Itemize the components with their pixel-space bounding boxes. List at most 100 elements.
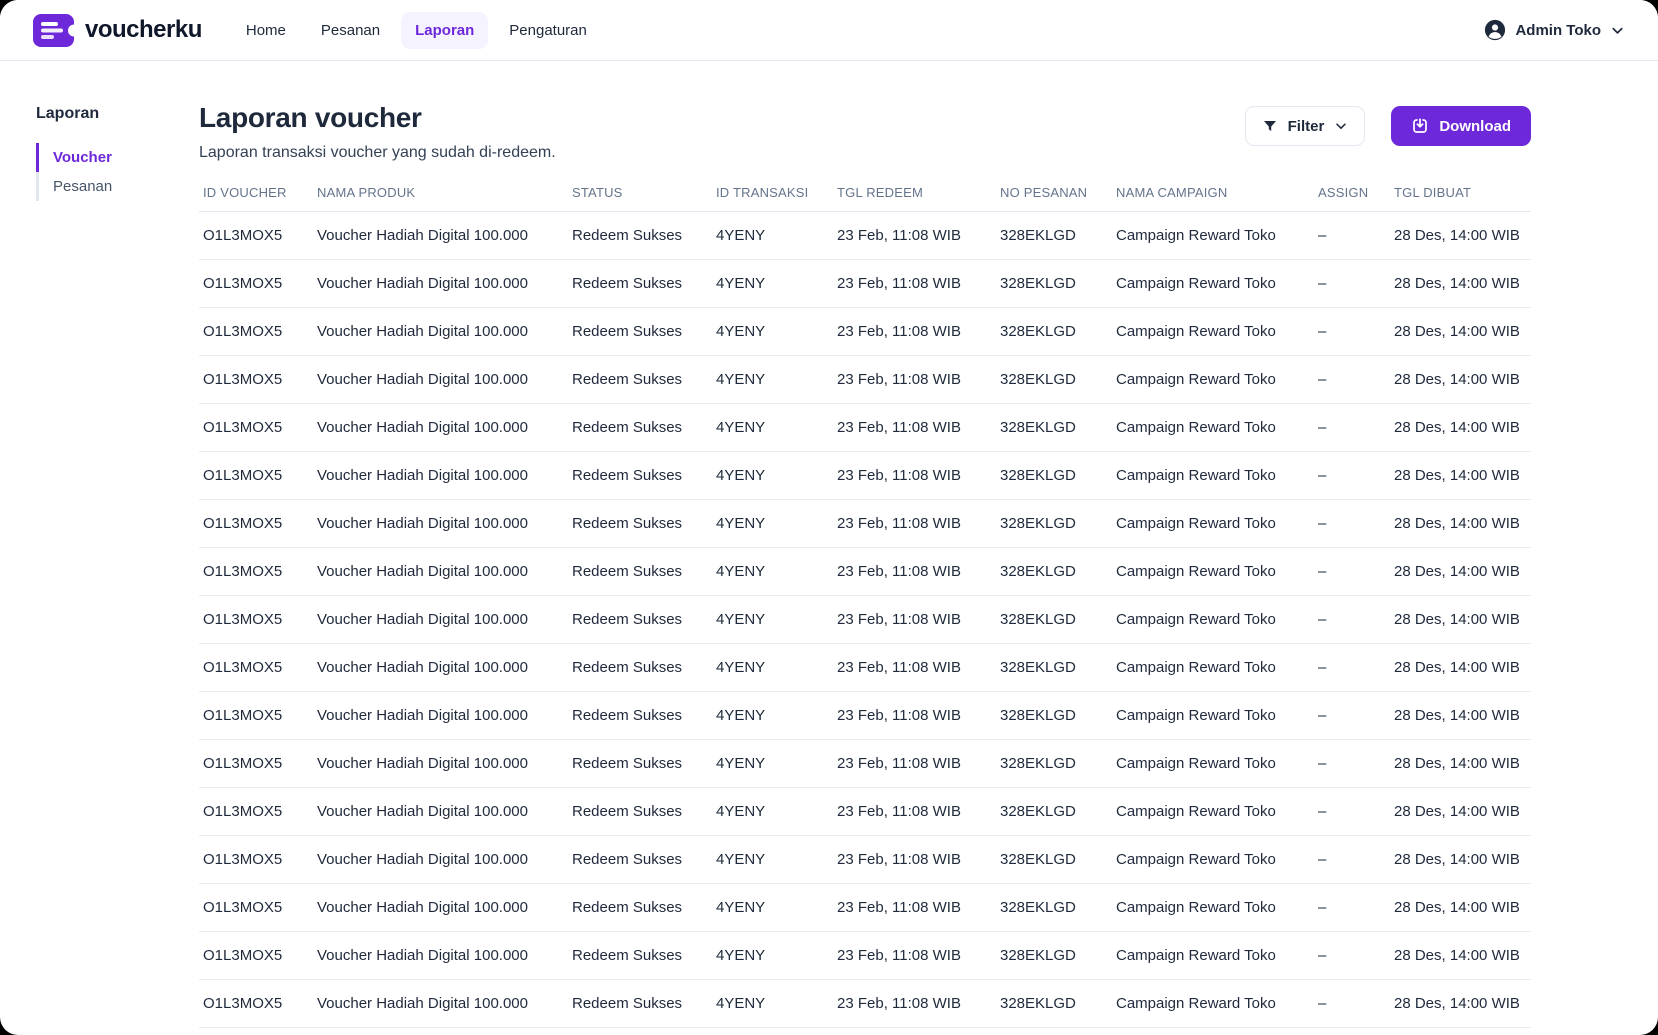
cell-assign: – <box>1318 547 1394 596</box>
main-panel: Laporan voucher Laporan transaksi vouche… <box>199 61 1658 1035</box>
user-name: Admin Toko <box>1515 21 1601 39</box>
cell-nama-campaign: Campaign Reward Toko <box>1116 211 1318 260</box>
cell-id-transaksi: 4YENY <box>716 595 837 644</box>
cell-tgl-dibuat: 28 Des, 14:00 WIB <box>1394 691 1531 740</box>
column-header-id-transaksi: ID TRANSAKSI <box>716 185 837 212</box>
cell-nama-produk: Voucher Hadiah Digital 100.000 <box>317 979 572 1028</box>
cell-no-pesanan: 328EKLGD <box>1000 259 1116 308</box>
cell-no-pesanan: 328EKLGD <box>1000 739 1116 788</box>
column-header-id-voucher: ID VOUCHER <box>199 185 317 212</box>
table-row: O1L3MOX5 Voucher Hadiah Digital 100.000 Re… <box>199 739 1531 788</box>
cell-id-transaksi: 4YENY <box>716 355 837 404</box>
cell-nama-produk: Voucher Hadiah Digital 100.000 <box>317 259 572 308</box>
filter-funnel-icon <box>1262 118 1278 134</box>
cell-status: Redeem Sukses <box>572 643 716 692</box>
cell-nama-produk: Voucher Hadiah Digital 100.000 <box>317 355 572 404</box>
cell-status: Redeem Sukses <box>572 979 716 1028</box>
cell-nama-produk: Voucher Hadiah Digital 100.000 <box>317 211 572 260</box>
nav-item-laporan[interactable]: Laporan <box>401 11 489 49</box>
sidebar-heading: Laporan <box>36 105 100 122</box>
cell-status: Redeem Sukses <box>572 931 716 980</box>
nav-item-pengaturan[interactable]: Pengaturan <box>509 21 587 39</box>
cell-tgl-redeem: 23 Feb, 11:08 WIB <box>837 739 1000 788</box>
cell-status: Redeem Sukses <box>572 787 716 836</box>
cell-no-pesanan: 328EKLGD <box>1000 787 1116 836</box>
page-titles: Laporan voucher Laporan transaksi vouche… <box>199 101 1245 165</box>
cell-tgl-dibuat: 28 Des, 14:00 WIB <box>1394 259 1531 308</box>
brand-name: voucherku <box>85 16 202 43</box>
brand-logo[interactable]: voucherku <box>33 13 202 47</box>
sidebar-item-pesanan[interactable]: Pesanan <box>36 172 199 201</box>
table-header-row: ID VOUCHER NAMA PRODUK STATUS ID TRANSAKSI T… <box>199 185 1531 212</box>
table-row: O1L3MOX5 Voucher Hadiah Digital 100.000 Re… <box>199 403 1531 452</box>
cell-status: Redeem Sukses <box>572 307 716 356</box>
table-row: O1L3MOX5 Voucher Hadiah Digital 100.000 Re… <box>199 211 1531 260</box>
cell-id-transaksi: 4YENY <box>716 499 837 548</box>
cell-nama-campaign: Campaign Reward Toko <box>1116 499 1318 548</box>
cell-assign: – <box>1318 211 1394 260</box>
cell-tgl-redeem: 23 Feb, 11:08 WIB <box>837 835 1000 884</box>
cell-assign: – <box>1318 691 1394 740</box>
cell-nama-campaign: Campaign Reward Toko <box>1116 451 1318 500</box>
cell-id-transaksi: 4YENY <box>716 691 837 740</box>
sidebar-list: Voucher Pesanan <box>36 143 199 201</box>
page-title: Laporan voucher <box>199 102 422 133</box>
cell-no-pesanan: 328EKLGD <box>1000 403 1116 452</box>
cell-tgl-redeem: 23 Feb, 11:08 WIB <box>837 643 1000 692</box>
cell-nama-campaign: Campaign Reward Toko <box>1116 883 1318 932</box>
cell-tgl-redeem: 23 Feb, 11:08 WIB <box>837 547 1000 596</box>
table-row: O1L3MOX5 Voucher Hadiah Digital 100.000 Re… <box>199 979 1531 1028</box>
table-row: O1L3MOX5 Voucher Hadiah Digital 100.000 Re… <box>199 451 1531 500</box>
cell-tgl-redeem: 23 Feb, 11:08 WIB <box>837 451 1000 500</box>
cell-assign: – <box>1318 883 1394 932</box>
cell-status: Redeem Sukses <box>572 259 716 308</box>
filter-button[interactable]: Filter <box>1244 106 1366 146</box>
nav-item-home[interactable]: Home <box>245 21 286 39</box>
cell-assign: – <box>1318 979 1394 1028</box>
table-row: O1L3MOX5 Voucher Hadiah Digital 100.000 Re… <box>199 643 1531 692</box>
cell-id-transaksi: 4YENY <box>716 547 837 596</box>
cell-tgl-dibuat: 28 Des, 14:00 WIB <box>1394 979 1531 1028</box>
cell-no-pesanan: 328EKLGD <box>1000 643 1116 692</box>
cell-id-transaksi: 4YENY <box>716 787 837 836</box>
cell-assign: – <box>1318 307 1394 356</box>
top-navbar: voucherku Home Pesanan Laporan Pengaturan A… <box>0 0 1658 61</box>
table-body: O1L3MOX5 Voucher Hadiah Digital 100.000 Re… <box>199 211 1531 1028</box>
sidebar-item-voucher[interactable]: Voucher <box>36 143 199 172</box>
column-header-assign: ASSIGN <box>1318 185 1394 212</box>
cell-id-voucher: O1L3MOX5 <box>199 547 317 596</box>
download-button[interactable]: Download <box>1391 106 1531 146</box>
cell-nama-campaign: Campaign Reward Toko <box>1116 643 1318 692</box>
cell-id-transaksi: 4YENY <box>716 451 837 500</box>
table-row: O1L3MOX5 Voucher Hadiah Digital 100.000 Re… <box>199 499 1531 548</box>
cell-tgl-redeem: 23 Feb, 11:08 WIB <box>837 211 1000 260</box>
cell-nama-produk: Voucher Hadiah Digital 100.000 <box>317 403 572 452</box>
cell-tgl-dibuat: 28 Des, 14:00 WIB <box>1394 835 1531 884</box>
nav-item-pesanan[interactable]: Pesanan <box>320 21 381 39</box>
page-header: Laporan voucher Laporan transaksi vouche… <box>199 101 1531 165</box>
column-header-nama-campaign: NAMA CAMPAIGN <box>1116 185 1318 212</box>
cell-nama-campaign: Campaign Reward Toko <box>1116 259 1318 308</box>
content-area: Laporan Voucher Pesanan Laporan voucher L… <box>0 61 1658 1035</box>
cell-tgl-redeem: 23 Feb, 11:08 WIB <box>837 259 1000 308</box>
column-header-tgl-redeem: TGL REDEEM <box>837 185 1000 212</box>
cell-id-voucher: O1L3MOX5 <box>199 979 317 1028</box>
cell-tgl-redeem: 23 Feb, 11:08 WIB <box>837 691 1000 740</box>
cell-tgl-redeem: 23 Feb, 11:08 WIB <box>837 355 1000 404</box>
table-row: O1L3MOX5 Voucher Hadiah Digital 100.000 Re… <box>199 931 1531 980</box>
cell-nama-produk: Voucher Hadiah Digital 100.000 <box>317 547 572 596</box>
cell-id-voucher: O1L3MOX5 <box>199 355 317 404</box>
cell-nama-campaign: Campaign Reward Toko <box>1116 307 1318 356</box>
page-subtitle: Laporan transaksi voucher yang sudah di-… <box>199 144 556 161</box>
cell-tgl-dibuat: 28 Des, 14:00 WIB <box>1394 739 1531 788</box>
cell-id-transaksi: 4YENY <box>716 835 837 884</box>
cell-id-transaksi: 4YENY <box>716 979 837 1028</box>
cell-id-voucher: O1L3MOX5 <box>199 211 317 260</box>
user-menu[interactable]: Admin Toko <box>1484 19 1625 41</box>
cell-tgl-dibuat: 28 Des, 14:00 WIB <box>1394 499 1531 548</box>
cell-id-voucher: O1L3MOX5 <box>199 595 317 644</box>
main-nav: Home Pesanan Laporan Pengaturan <box>232 11 601 49</box>
cell-id-voucher: O1L3MOX5 <box>199 883 317 932</box>
table-row: O1L3MOX5 Voucher Hadiah Digital 100.000 Re… <box>199 691 1531 740</box>
cell-status: Redeem Sukses <box>572 451 716 500</box>
